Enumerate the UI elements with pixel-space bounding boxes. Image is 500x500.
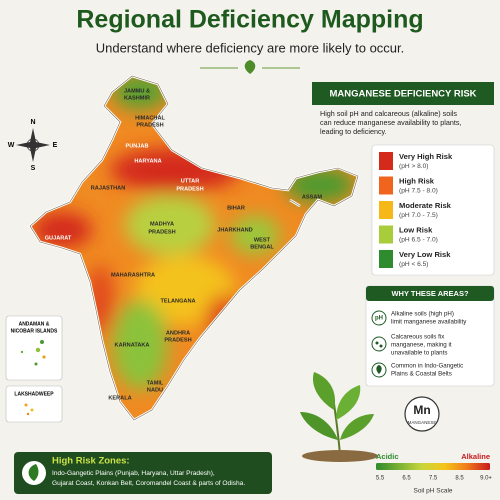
region-label: GUJARAT [45,235,72,241]
why-text: Plains & Coastal Belts [391,371,452,378]
mn-badge: Mn MANGANESE [404,396,440,432]
legend-label: High Risk [399,177,435,186]
region-label: PUNJAB [125,143,148,149]
region-label: NADU [147,387,163,393]
scale-tick: 8.5 [455,476,464,482]
why-text: manganese, making it [391,342,452,349]
region-label: HIMACHAL [135,115,165,121]
panel-description: can reduce manganese availability to pla… [320,118,461,127]
why-item: Calcareous soils fix manganese, making i… [371,334,452,357]
why-text: limit manganese availability [391,319,467,326]
region-label: PRADESH [164,337,191,343]
panel-description: leading to deficiency. [320,127,387,136]
scale-tick: 5.5 [376,476,385,482]
why-item: Common in Indo-Gangetic Plains & Coastal… [371,362,463,378]
legend-label: Very Low Risk [399,250,451,259]
element-symbol: Mn [413,403,430,417]
legend-range: (pH 6.5 - 7.0) [399,236,438,243]
region-label: JAMMU & [124,88,150,94]
inset-label: ANDAMAN & [19,321,50,327]
legend-label: Low Risk [399,226,433,235]
legend-swatch [379,176,393,195]
why-item: pH Alkaline soils (high pH) limit mangan… [371,310,467,326]
region-label: TAMIL [147,380,164,386]
lakshadweep-inset: LAKSHADWEEP [5,385,63,423]
legend-range: (pH 7.0 - 7.5) [399,212,438,219]
scale-tick: 9.0+ [480,476,492,482]
region-label: ANDHRA [166,330,190,336]
why-header [366,286,494,301]
andaman-inset: ANDAMAN & NICOBAR ISLANDS [5,315,63,381]
panel-title: MANGANESE DEFICIENCY RISK [329,89,476,100]
compass: N E S W [8,119,58,172]
zones-text: Gujarat Coast, Konkan Belt, Coromandel C… [52,480,245,487]
divider [200,60,300,74]
panel-header [312,82,494,105]
region-label: ASSAM [302,194,323,200]
region-label: PRADESH [136,122,163,128]
legend-swatch [379,225,393,244]
scale-left: Acidic [376,452,399,461]
region-label: PRADESH [148,229,175,235]
plant-illustration [300,372,378,462]
legend-range: (pH < 6.5) [399,261,429,268]
compass-label: N [30,119,35,126]
zones-title: High Risk Zones: [52,456,130,467]
zones-leaf [28,464,39,481]
why-text: Calcareous soils fix [391,334,445,341]
legend-swatch [379,250,393,268]
legend-range: (pH > 8.0) [399,163,429,170]
region-label: MAHARASHTRA [111,272,155,278]
ph-icon: pH [375,316,383,322]
region-label: MADHYA [150,221,174,227]
scale-ticks: 5.5 6.5 7.5 8.5 9.0+ [376,476,493,482]
inset-label: NICOBAR ISLANDS [11,328,58,334]
inset-label: LAKSHADWEEP [14,391,54,397]
region-label: HARYANA [134,158,161,164]
why-title: WHY THESE AREAS? [391,289,469,298]
region-label: TELANGANA [160,298,195,304]
region-label: UTTAR [181,178,200,184]
why-text: Common in Indo-Gangetic [391,363,463,370]
scale-tick: 7.5 [429,476,438,482]
element-name: MANGANESE [408,420,437,425]
region-label: JHARKHAND [217,227,252,233]
region-label: KARNATAKA [115,342,150,348]
scale-caption: Soil pH Scale [413,488,452,495]
legend-label: Moderate Risk [399,201,452,210]
legend: Very High Risk (pH > 8.0) High Risk(pH 7.5… [379,152,453,268]
legend-label: Very High Risk [399,152,453,161]
scale-right: Alkaline [461,452,490,461]
compass-label: S [31,165,36,172]
zones-box [14,452,272,494]
region-label: PRADESH [176,186,203,192]
region-label: BENGAL [250,244,274,250]
region-label: KERALA [108,395,131,401]
compass-label: E [53,142,58,149]
compass-label: W [8,142,15,149]
why-text: unavailable to plants [391,350,447,357]
zones-text: Indo-Gangetic Plains (Punjab, Haryana, U… [52,470,215,477]
region-label: RAJASTHAN [91,185,126,191]
why-text: Alkaline soils (high pH) [391,311,454,318]
region-label: BIHAR [227,205,245,211]
subtitle: Understand where deficiency are more lik… [96,40,405,55]
panel-description: High soil pH and calcareous (alkaline) s… [320,109,457,118]
title: Regional Deficiency Mapping [76,6,423,34]
region-label: KASHMIR [124,95,150,101]
legend-swatch [379,201,393,219]
scale-bar [376,463,490,470]
region-labels: JAMMU & KASHMIR HIMACHAL PRADESH PUNJAB … [45,88,323,401]
region-label: WEST [254,237,271,243]
legend-range: (pH 7.5 - 8.0) [399,187,438,194]
legend-box [371,144,495,276]
legend-swatch [379,152,393,170]
scale-tick: 6.5 [402,476,411,482]
